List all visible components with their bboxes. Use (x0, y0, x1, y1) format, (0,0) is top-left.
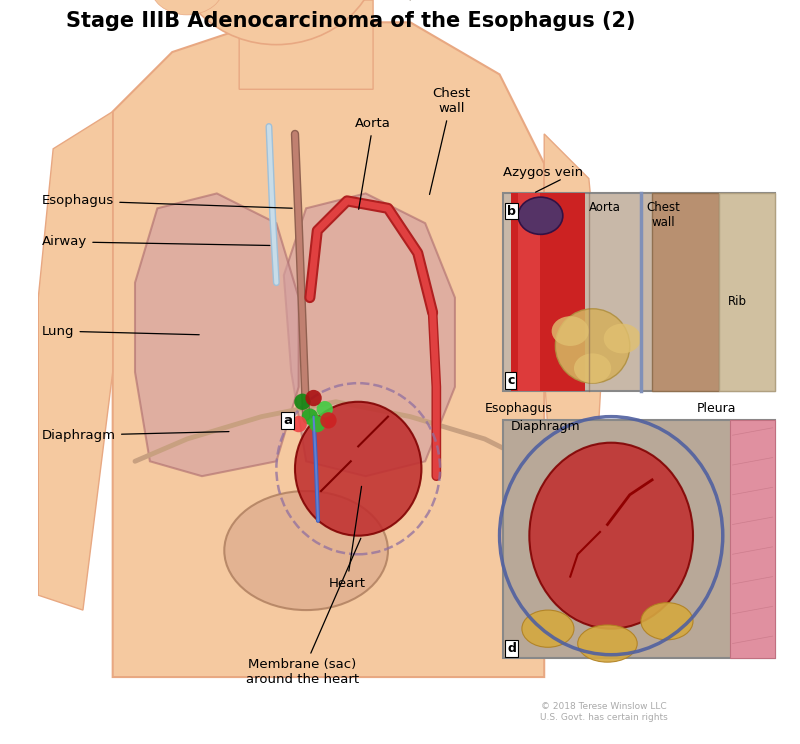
Text: Diaphragm: Diaphragm (42, 429, 229, 442)
FancyBboxPatch shape (518, 193, 541, 391)
Ellipse shape (641, 603, 693, 640)
Text: a: a (283, 414, 292, 427)
Ellipse shape (294, 394, 310, 410)
Text: b: b (507, 205, 516, 217)
Ellipse shape (172, 0, 381, 45)
Ellipse shape (522, 610, 574, 647)
Ellipse shape (555, 309, 630, 383)
Text: Membrane (sac)
around the heart: Membrane (sac) around the heart (246, 538, 361, 687)
Ellipse shape (224, 491, 388, 610)
Text: Esophagus: Esophagus (42, 194, 292, 208)
Ellipse shape (302, 408, 318, 425)
Text: Chest
wall: Chest wall (430, 87, 470, 194)
FancyBboxPatch shape (503, 193, 775, 391)
Text: Airway: Airway (42, 235, 270, 248)
Text: Pleura: Pleura (697, 402, 736, 414)
Ellipse shape (604, 324, 641, 353)
FancyBboxPatch shape (503, 420, 775, 658)
Ellipse shape (530, 443, 693, 629)
Text: © 2018 Terese Winslow LLC
U.S. Govt. has certain rights: © 2018 Terese Winslow LLC U.S. Govt. has… (540, 702, 668, 722)
FancyBboxPatch shape (510, 193, 585, 391)
Ellipse shape (295, 402, 422, 536)
Text: Chest
wall: Chest wall (646, 201, 680, 229)
Ellipse shape (150, 0, 224, 15)
Ellipse shape (518, 197, 563, 234)
Text: Aorta: Aorta (589, 201, 621, 214)
Polygon shape (284, 193, 455, 476)
Text: Rib: Rib (728, 295, 747, 308)
Text: Azygos vein: Azygos vein (503, 166, 583, 179)
Text: Esophagus: Esophagus (485, 402, 553, 414)
Ellipse shape (317, 401, 333, 417)
Text: Heart: Heart (329, 487, 366, 589)
FancyBboxPatch shape (730, 420, 775, 658)
Ellipse shape (306, 390, 322, 406)
Polygon shape (113, 22, 544, 677)
Ellipse shape (320, 412, 337, 429)
Text: Lung: Lung (42, 324, 199, 338)
Ellipse shape (290, 416, 307, 432)
FancyBboxPatch shape (719, 193, 775, 391)
Text: Diaphragm: Diaphragm (510, 420, 580, 433)
Polygon shape (38, 112, 113, 610)
Polygon shape (544, 134, 604, 610)
Text: d: d (507, 642, 516, 655)
FancyBboxPatch shape (652, 193, 719, 391)
Text: Aorta: Aorta (355, 118, 391, 209)
Text: Stage IIIB Adenocarcinoma of the Esophagus (2): Stage IIIB Adenocarcinoma of the Esophag… (66, 11, 635, 31)
Polygon shape (135, 193, 298, 476)
Ellipse shape (574, 353, 611, 383)
Ellipse shape (309, 416, 326, 432)
Polygon shape (239, 0, 373, 89)
Ellipse shape (552, 316, 589, 346)
Text: c: c (507, 374, 514, 387)
Ellipse shape (578, 625, 638, 662)
